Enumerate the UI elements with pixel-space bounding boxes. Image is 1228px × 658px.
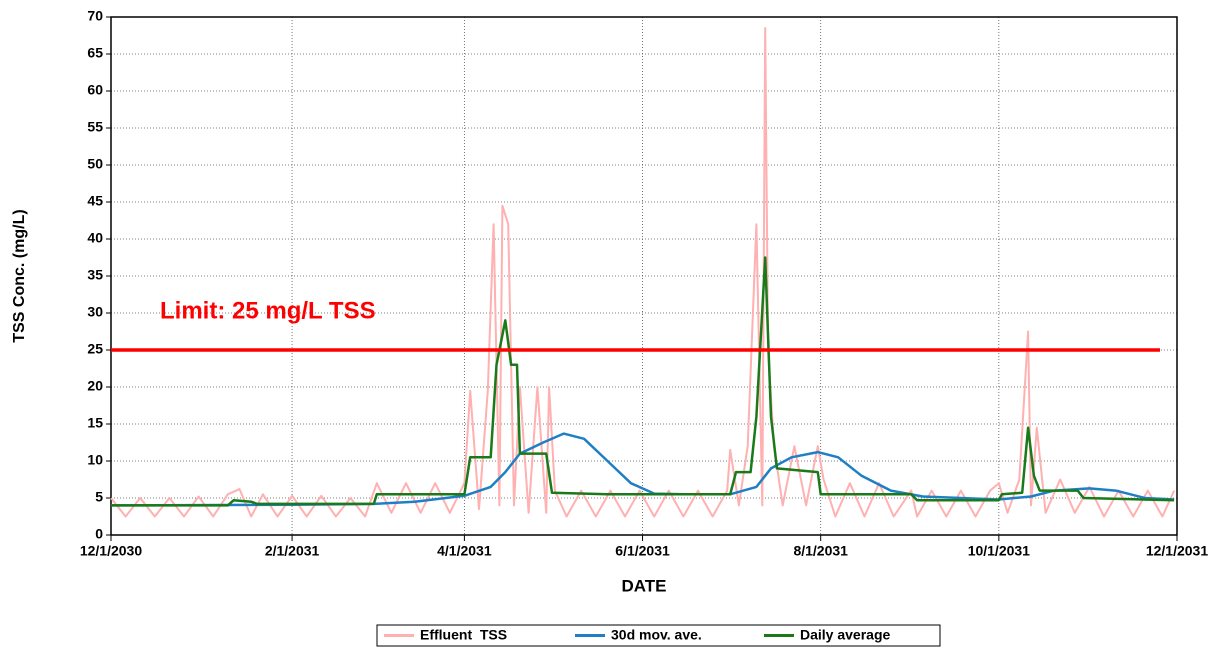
x-tick-label: 12/1/2031 xyxy=(1146,543,1208,559)
y-tick-label: 70 xyxy=(87,8,103,24)
legend-label: 30d mov. ave. xyxy=(611,627,702,643)
x-tick-label: 8/1/2031 xyxy=(793,543,848,559)
y-tick-label: 35 xyxy=(87,267,103,283)
limit-label: Limit: 25 mg/L TSS xyxy=(160,297,376,324)
y-tick-label: 40 xyxy=(87,230,103,246)
y-tick-label: 65 xyxy=(87,45,103,61)
x-tick-label: 2/1/2031 xyxy=(265,543,320,559)
x-tick-label: 12/1/2030 xyxy=(80,543,142,559)
legend-label: Effluent TSS xyxy=(420,627,507,643)
x-tick-label: 4/1/2031 xyxy=(437,543,492,559)
y-tick-label: 5 xyxy=(95,489,103,505)
y-tick-label: 25 xyxy=(87,341,103,357)
y-tick-label: 45 xyxy=(87,193,103,209)
y-tick-label: 20 xyxy=(87,378,103,394)
y-tick-label: 50 xyxy=(87,156,103,172)
y-tick-label: 0 xyxy=(95,526,103,542)
y-tick-label: 10 xyxy=(87,452,103,468)
legend-box xyxy=(376,624,941,647)
series-line xyxy=(111,256,1175,507)
legend-label: Daily average xyxy=(800,627,890,643)
y-tick-label: 15 xyxy=(87,415,103,431)
y-tick-label: 60 xyxy=(87,82,103,98)
x-tick-label: 10/1/2031 xyxy=(968,543,1030,559)
plot-frame xyxy=(110,16,1178,536)
y-axis-label: TSS Conc. (mg/L) xyxy=(11,209,28,342)
x-tick-label: 6/1/2031 xyxy=(615,543,670,559)
legend: Effluent TSS 30d mov. ave. Daily average xyxy=(376,624,941,647)
y-tick-label: 30 xyxy=(87,304,103,320)
y-tick-label: 55 xyxy=(87,119,103,135)
x-axis-label: DATE xyxy=(621,576,666,595)
